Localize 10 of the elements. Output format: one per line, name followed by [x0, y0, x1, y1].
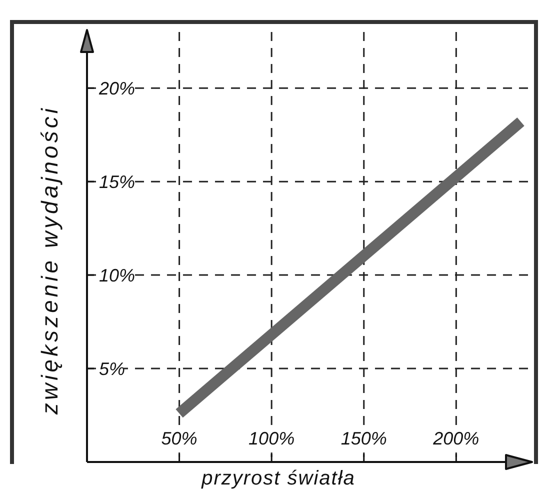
x-tick-label: 200% — [432, 428, 480, 448]
y-tick-label: 20% — [98, 78, 136, 98]
x-tick-label: 100% — [248, 428, 295, 448]
x-tick-label: 50% — [161, 428, 198, 448]
y-tick-label: 5% — [99, 358, 126, 379]
x-axis-title: przyrost światła — [202, 468, 356, 490]
y-tick-label: 15% — [99, 172, 136, 192]
x-tick-label: 150% — [340, 428, 387, 448]
y-axis-title: zwiększenie wydajności — [36, 106, 64, 414]
y-tick-label: 10% — [99, 265, 136, 286]
